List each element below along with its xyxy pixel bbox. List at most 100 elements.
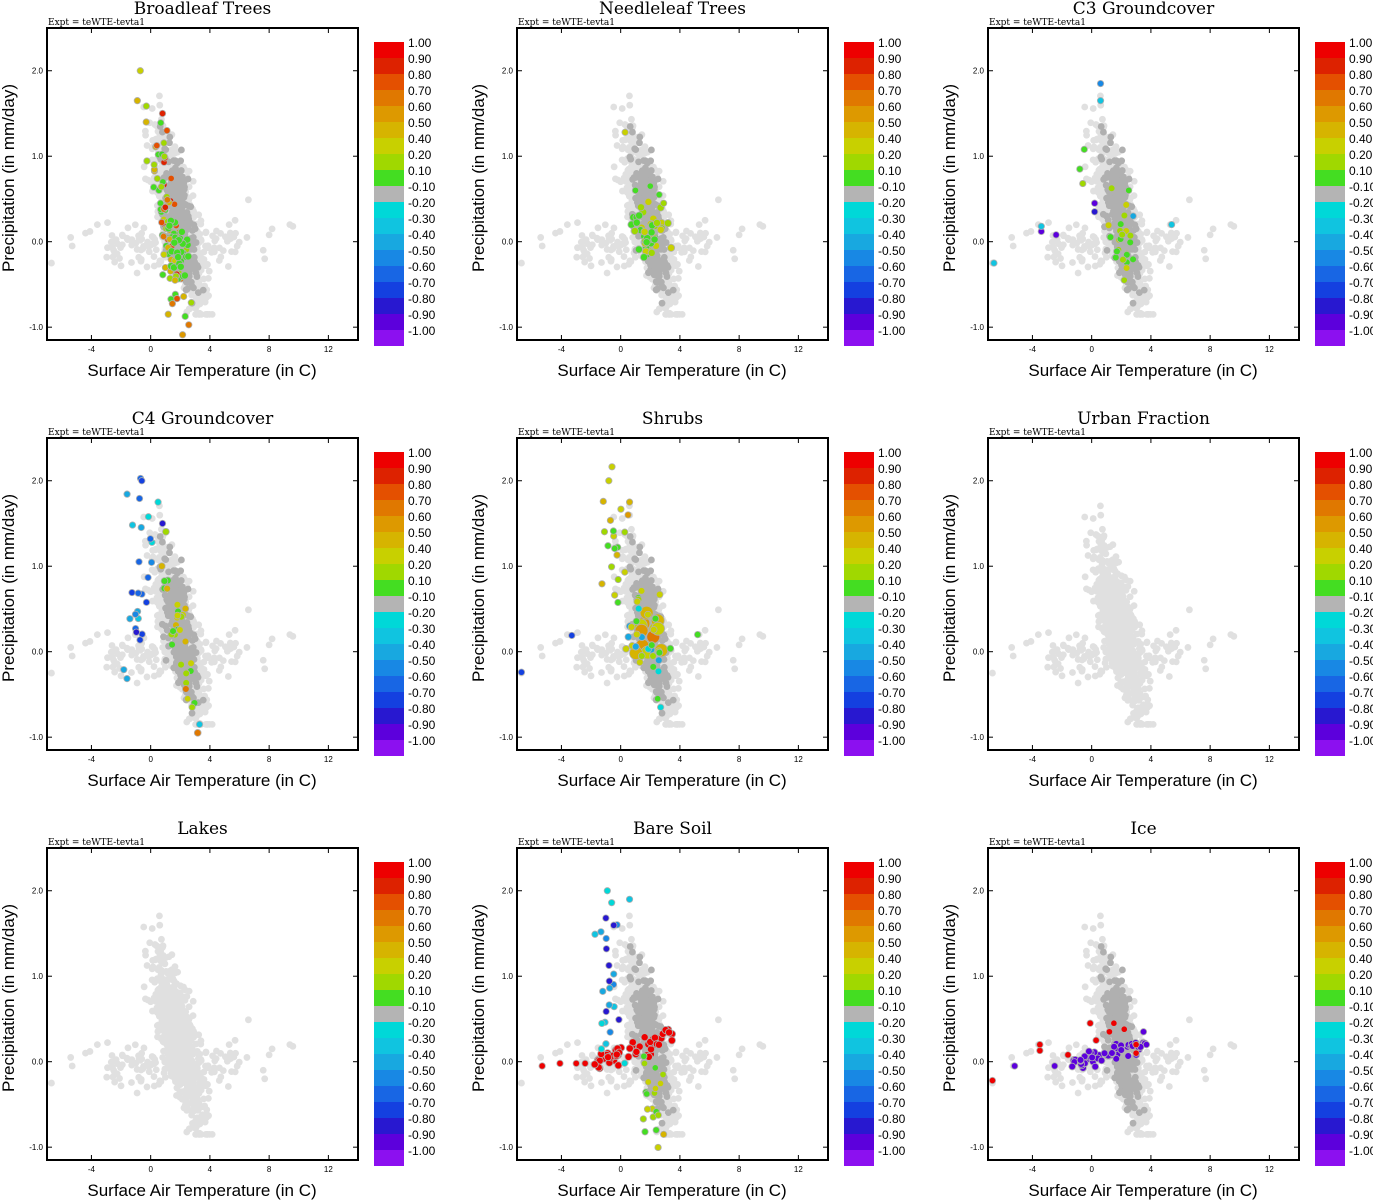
scatter-point-highlight [644, 197, 653, 206]
colorbar-label: 1.00 [1349, 36, 1373, 50]
scatter-point [185, 577, 193, 585]
colorbar-swatch [374, 660, 404, 676]
scatter-point [150, 663, 158, 670]
scatter-point-highlight [656, 225, 665, 234]
scatter-point-highlight [1122, 264, 1131, 272]
scatter-point-highlight [187, 659, 195, 668]
scatter-point-highlight [660, 199, 668, 207]
scatter-point [1168, 235, 1176, 242]
scatter-point-highlight [158, 562, 166, 570]
scatter-point-highlight [154, 498, 162, 506]
scatter-point [1060, 232, 1067, 240]
scatter-point [259, 246, 267, 254]
scatter-point [1008, 234, 1016, 241]
scatter-point [632, 194, 639, 202]
scatter-point [1113, 202, 1120, 210]
scatter-point [1081, 224, 1089, 232]
scatter-point [713, 234, 721, 241]
scatter-point [191, 225, 199, 233]
scatter-point-highlight [153, 141, 161, 150]
scatter-point [227, 235, 235, 242]
scatter-point [1089, 105, 1097, 112]
colorbar-swatch [374, 740, 404, 756]
scatter-point-highlight [165, 221, 174, 230]
scatter-point [626, 123, 634, 130]
scatter-point [574, 219, 581, 227]
scatter-point [203, 720, 211, 728]
colorbar-label: -0.90 [408, 718, 436, 732]
colorbar-label: -0.80 [408, 292, 436, 306]
scatter-point [189, 602, 197, 609]
x-tick-label: -4 [1029, 345, 1037, 354]
scatter-point [140, 224, 148, 232]
scatter-point-highlight [1091, 199, 1099, 207]
scatter-point [156, 667, 164, 675]
colorbar-label: -1.00 [408, 734, 436, 748]
y-tick-label: 2.0 [502, 67, 514, 76]
colorbar-swatch [374, 548, 404, 564]
experiment-label: Expt = teWTE-tevta1 [518, 428, 615, 438]
scatter-point [1209, 225, 1217, 233]
colorbar-label: 0.80 [408, 478, 432, 492]
scatter-point [1114, 181, 1122, 189]
colorbar-swatch [1315, 234, 1345, 250]
y-tick-label: 2.0 [32, 67, 44, 76]
scatter-point [194, 673, 202, 681]
scatter-point-highlight [177, 227, 186, 236]
scatter-point-highlight [1122, 201, 1131, 209]
colorbar-label: -0.50 [1349, 244, 1373, 258]
scatter-point [1186, 196, 1193, 204]
scatter-point [174, 644, 182, 652]
scatter-point [194, 289, 202, 297]
scatter-point [261, 665, 269, 673]
scatter-point [563, 221, 571, 229]
colorbar-label: 0.20 [408, 558, 432, 572]
x-tick-label: -4 [88, 345, 96, 354]
scatter-point [1095, 174, 1102, 182]
colorbar-label: 0.40 [408, 542, 432, 556]
colorbar-swatch [374, 596, 404, 612]
colorbar-label: -0.50 [408, 244, 436, 258]
scatter-point [201, 298, 209, 306]
scatter-point [265, 231, 273, 239]
colorbar-swatch [374, 708, 404, 724]
scatter-point [197, 660, 205, 668]
scatter-point [119, 232, 126, 240]
scatter-point [1174, 242, 1182, 250]
scatter-point [687, 253, 695, 261]
scatter-point [1051, 246, 1059, 254]
x-tick-label: 4 [678, 345, 683, 354]
scatter-point-highlight [143, 157, 151, 165]
scatter-point [703, 242, 711, 250]
scatter-point [170, 157, 178, 165]
scatter-point-highlight [135, 494, 144, 503]
colorbar-swatch [844, 202, 874, 218]
scatter-point [594, 224, 602, 232]
scatter-point [136, 646, 144, 654]
scatter-point [268, 635, 276, 643]
colorbar-label: 0.90 [408, 462, 432, 476]
scatter-point [145, 248, 153, 256]
scatter-point [612, 131, 619, 139]
scatter-point [1118, 146, 1126, 154]
x-tick-label: 0 [618, 345, 623, 354]
colorbar-swatch [844, 154, 874, 170]
scatter-point [735, 231, 743, 239]
colorbar-label: -0.50 [408, 654, 436, 668]
scatter-point [128, 646, 136, 654]
scatter-point-highlight [162, 527, 170, 536]
scatter-point [626, 92, 633, 100]
scatter-point [143, 263, 151, 271]
scatter-point [232, 229, 239, 237]
scatter-point-highlight [632, 218, 641, 227]
scatter-point [1069, 236, 1077, 244]
scatter-point-highlight [193, 729, 202, 737]
colorbar-swatch [374, 42, 404, 58]
scatter-point [1200, 246, 1208, 254]
scatter-point-highlight [168, 300, 176, 308]
scatter-point [665, 300, 673, 308]
scatter-point [187, 279, 194, 287]
scatter-points [48, 474, 297, 737]
scatter-point [86, 638, 94, 645]
